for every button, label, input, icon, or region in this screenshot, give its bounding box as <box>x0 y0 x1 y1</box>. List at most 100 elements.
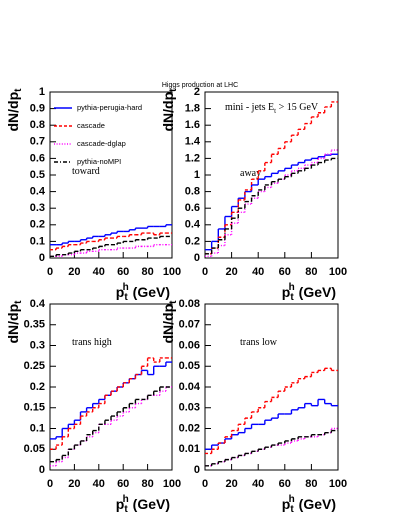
x-label-part: p <box>282 496 291 512</box>
x-tick-label: 100 <box>329 266 347 278</box>
y-tick-label: 0.4 <box>185 219 201 231</box>
y-tick-label: 0.25 <box>24 360 45 372</box>
x-label-part: (GeV) <box>129 284 170 300</box>
y-tick-label: 0.8 <box>185 186 200 198</box>
x-label-sub: t <box>290 504 294 515</box>
y-tick-label: 0.9 <box>30 103 45 115</box>
x-tick-label: 20 <box>225 266 237 278</box>
y-tick-label: 0.6 <box>185 202 200 214</box>
y-tick-label: 0 <box>194 252 200 264</box>
annotation-part: toward <box>72 166 100 177</box>
y-tick-label: 0.07 <box>179 319 200 331</box>
x-tick-label: 80 <box>305 266 317 278</box>
y-tick-label: 0.2 <box>30 219 45 231</box>
x-tick-label: 20 <box>68 266 80 278</box>
x-label-sup: h <box>289 282 295 293</box>
y-label-sub: t <box>168 300 179 304</box>
y-tick-label: 0.6 <box>30 152 45 164</box>
x-axis-label: pth (GeV) <box>116 282 170 303</box>
x-label-sup: h <box>289 494 295 505</box>
annotation-part: t <box>274 107 276 115</box>
y-tick-label: 1 <box>39 86 45 98</box>
x-tick-label: 60 <box>279 266 291 278</box>
y-tick-label: 1.6 <box>185 119 200 131</box>
x-label-part: (GeV) <box>129 496 170 512</box>
x-tick-label: 60 <box>117 266 129 278</box>
x-axis-label: pth (GeV) <box>282 494 336 515</box>
x-label-part: p <box>116 284 125 300</box>
x-label-sub: t <box>290 292 294 303</box>
x-tick-label: 100 <box>329 478 347 490</box>
x-tick-label: 80 <box>305 478 317 490</box>
y-tick-label: 0.04 <box>179 381 201 393</box>
y-tick-label: 0.06 <box>179 339 200 351</box>
y-tick-label: 0.2 <box>185 235 200 247</box>
y-axis-label: dN/dpt <box>160 300 179 344</box>
x-tick-label: 0 <box>202 266 208 278</box>
y-axis-label: dN/dpt <box>160 88 179 132</box>
x-tick-label: 40 <box>252 478 264 490</box>
y-tick-label: 0.03 <box>179 402 200 414</box>
y-tick-label: 1.2 <box>185 152 200 164</box>
y-axis-label: dN/dpt <box>5 88 24 132</box>
y-tick-label: 0.01 <box>179 443 200 455</box>
y-label-part: dN/dp <box>160 92 176 132</box>
y-tick-label: 1 <box>194 169 200 181</box>
x-tick-label: 80 <box>141 266 153 278</box>
annotation: mini - jets Et > 15 GeV <box>225 102 319 114</box>
legend-label: cascade <box>77 121 105 130</box>
annotation: trans high <box>72 337 112 348</box>
y-tick-label: 0.5 <box>30 169 45 181</box>
x-label-part: (GeV) <box>295 284 336 300</box>
y-tick-label: 0.05 <box>24 443 45 455</box>
y-axis-label: dN/dpt <box>5 300 24 344</box>
x-label-sup: h <box>123 494 129 505</box>
y-tick-label: 0.4 <box>30 298 46 310</box>
x-tick-label: 40 <box>93 478 105 490</box>
plot-frame <box>49 303 173 471</box>
y-label-sub: t <box>168 88 179 92</box>
y-tick-label: 0.4 <box>30 186 46 198</box>
x-tick-label: 60 <box>117 478 129 490</box>
x-tick-label: 0 <box>202 478 208 490</box>
y-tick-label: 0.3 <box>30 339 45 351</box>
y-tick-label: 0.05 <box>179 360 200 372</box>
x-tick-label: 40 <box>252 266 264 278</box>
legend-label: cascade-dglap <box>77 139 126 148</box>
annotation: away <box>240 168 261 179</box>
x-axis-label: pth (GeV) <box>116 494 170 515</box>
x-label-part: p <box>116 496 125 512</box>
x-tick-label: 60 <box>279 478 291 490</box>
legend-label: pythia-noMPI <box>77 157 121 166</box>
x-tick-label: 0 <box>47 266 53 278</box>
annotation-part: trans low <box>240 337 278 348</box>
y-tick-label: 0.7 <box>30 136 45 148</box>
x-label-part: (GeV) <box>295 496 336 512</box>
y-label-sub: t <box>13 88 24 92</box>
annotation-part: mini - jets E <box>225 102 274 113</box>
y-tick-label: 0 <box>39 464 45 476</box>
y-tick-label: 2 <box>194 86 200 98</box>
annotation-part: trans high <box>72 337 112 348</box>
y-tick-label: 0.35 <box>24 319 45 331</box>
x-label-sub: t <box>124 504 128 515</box>
annotation-part: > 15 GeV <box>276 102 319 113</box>
y-tick-label: 0.3 <box>30 202 45 214</box>
y-tick-label: 0.1 <box>30 235 45 247</box>
x-tick-label: 100 <box>163 266 181 278</box>
y-tick-label: 0.15 <box>24 402 45 414</box>
x-tick-label: 40 <box>93 266 105 278</box>
y-label-sub: t <box>13 300 24 304</box>
y-tick-label: 0 <box>39 252 45 264</box>
y-tick-label: 1.8 <box>185 103 200 115</box>
y-label-part: dN/dp <box>160 304 176 344</box>
x-tick-label: 80 <box>141 478 153 490</box>
chart-title: Higgs production at LHC <box>162 82 238 89</box>
x-tick-label: 20 <box>225 478 237 490</box>
y-tick-label: 1.4 <box>185 136 201 148</box>
x-label-part: p <box>282 284 291 300</box>
annotation-part: away <box>240 168 261 179</box>
x-label-sub: t <box>124 292 128 303</box>
x-tick-label: 100 <box>163 478 181 490</box>
x-axis-label: pth (GeV) <box>282 282 336 303</box>
